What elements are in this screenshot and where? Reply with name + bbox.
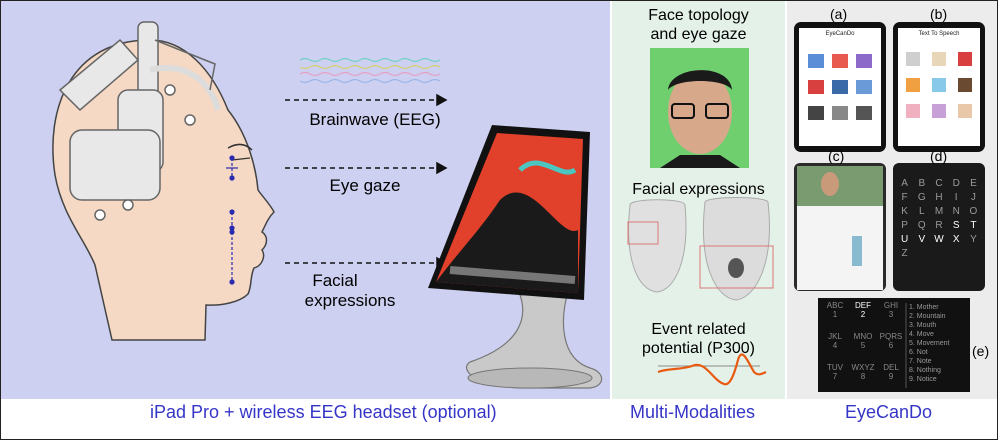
t9-key[interactable]: WXYZ 8	[849, 363, 877, 393]
t9-key-letters: ABC	[826, 301, 844, 310]
app-title-home: EyeCanDo	[825, 31, 855, 37]
t9-key[interactable]: MNO 5	[849, 332, 877, 362]
screen-t9-board	[818, 298, 970, 392]
t9-key-letters: JKL	[828, 332, 842, 341]
screen-text-to-speech	[893, 22, 985, 152]
t9-key[interactable]: TUV 7	[821, 363, 849, 393]
t9-key-number: 6	[888, 341, 894, 350]
letter-key[interactable]: I	[954, 192, 958, 203]
letter-key[interactable]: F	[901, 192, 908, 203]
word-option[interactable]: 7. Note	[909, 358, 932, 365]
letter-key[interactable]: W	[934, 234, 944, 245]
eeg-headset-icon	[58, 21, 221, 221]
letter-key[interactable]: U	[900, 234, 909, 245]
letter-key[interactable]: R	[935, 220, 943, 231]
t9-key-letters: TUV	[827, 363, 843, 372]
letter-key[interactable]: M	[934, 206, 944, 217]
title-p300: potential (P300)	[642, 340, 755, 357]
letter-key[interactable]: Y	[970, 234, 977, 245]
caption-hardware: iPad Pro + wireless EEG headset (optiona…	[150, 402, 497, 422]
letter-key[interactable]: P	[901, 220, 908, 231]
eeg-waveforms	[299, 57, 441, 84]
label-facial: Facial	[312, 271, 358, 290]
letter-key[interactable]: H	[935, 192, 943, 203]
letter-key[interactable]: C	[935, 178, 943, 189]
word-option[interactable]: 3. Mouth	[909, 322, 937, 329]
screen-letter-board	[893, 163, 985, 291]
t9-key[interactable]: DEL 9	[877, 363, 905, 393]
gaze-markers	[226, 155, 238, 285]
letter-key[interactable]: Z	[901, 248, 908, 259]
t9-key-number: 7	[832, 372, 838, 381]
t9-key-letters: DEL	[883, 363, 899, 372]
t9-key-letters: PQRS	[879, 332, 903, 341]
face-meshes	[627, 197, 774, 301]
t9-key[interactable]: DEF 2	[849, 301, 877, 331]
letter-key[interactable]: D	[952, 178, 960, 189]
letter-key[interactable]: B	[918, 178, 926, 189]
letter-key[interactable]: L	[919, 206, 925, 217]
letter-key[interactable]: N	[952, 206, 960, 217]
caption-eyecando: EyeCanDo	[845, 402, 933, 422]
t9-key-letters: DEF	[855, 301, 871, 310]
letter-key[interactable]: E	[970, 178, 977, 189]
title-facial-expressions: Facial expressions	[632, 181, 765, 198]
t9-key-letters: WXYZ	[851, 363, 875, 372]
ipad-stand-icon	[428, 125, 603, 389]
word-option[interactable]: 2. Mountain	[909, 313, 946, 320]
letter-key[interactable]: O	[969, 206, 978, 217]
letter-key[interactable]: X	[952, 234, 960, 245]
screen-home	[794, 22, 886, 152]
letter-key[interactable]: Q	[917, 220, 926, 231]
word-option[interactable]: 9. Notice	[909, 376, 937, 383]
word-option[interactable]: 4. Move	[909, 331, 934, 338]
caption-modalities: Multi-Modalities	[630, 402, 756, 422]
t9-key-number: 2	[860, 310, 866, 319]
tag-c: (c)	[828, 148, 845, 164]
t9-key[interactable]: JKL 4	[821, 332, 849, 362]
t9-grid: ABC 1 DEF 2 GHI 3 JKL 4 MNO 5 PQRS 6 TUV 7 WXYZ 8 DEL 9	[821, 301, 905, 393]
t9-key-number: 1	[832, 310, 838, 319]
face-photo	[650, 48, 749, 168]
word-list: 1. Mother 2. Mountain 3. Mouth 4. Move 5. Mo…	[909, 303, 969, 384]
letter-key[interactable]: K	[901, 206, 908, 217]
t9-key-number: 9	[888, 372, 894, 381]
t9-key-number: 3	[888, 310, 894, 319]
tag-b: (b)	[930, 6, 948, 22]
title-eye-gaze: and eye gaze	[650, 26, 747, 43]
title-event-related: Event related	[651, 321, 746, 338]
t9-key-number: 8	[860, 372, 866, 381]
label-expressions: expressions	[304, 291, 396, 310]
letter-key[interactable]: A	[901, 178, 908, 189]
letter-key[interactable]: V	[918, 234, 926, 245]
letter-key[interactable]: S	[952, 220, 960, 231]
t9-key[interactable]: GHI 3	[877, 301, 905, 331]
t9-key[interactable]: ABC 1	[821, 301, 849, 331]
t9-key-letters: GHI	[883, 301, 899, 310]
letter-key[interactable]: G	[917, 192, 926, 203]
tag-e: (e)	[972, 343, 990, 359]
letter-key[interactable]: J	[970, 192, 976, 203]
erp-curve	[657, 353, 767, 386]
t9-key[interactable]: PQRS 6	[877, 332, 905, 362]
title-face-topology: Face topology	[648, 7, 749, 24]
screen-keyboard	[794, 163, 886, 291]
letter-key[interactable]: T	[970, 220, 977, 231]
label-eye-gaze: Eye gaze	[329, 176, 401, 195]
word-option[interactable]: 6. Not	[909, 349, 928, 356]
word-option[interactable]: 8. Nothing	[909, 367, 941, 374]
word-option[interactable]: 1. Mother	[909, 304, 939, 311]
tag-d: (d)	[930, 148, 948, 164]
t9-key-number: 5	[860, 341, 866, 350]
app-title-tts: Text To Speech	[918, 31, 960, 37]
t9-key-number: 4	[832, 341, 838, 350]
word-option[interactable]: 5. Movement	[909, 340, 950, 347]
label-brainwave: Brainwave (EEG)	[309, 110, 441, 129]
t9-key-letters: MNO	[853, 332, 873, 341]
tag-a: (a)	[830, 6, 848, 22]
